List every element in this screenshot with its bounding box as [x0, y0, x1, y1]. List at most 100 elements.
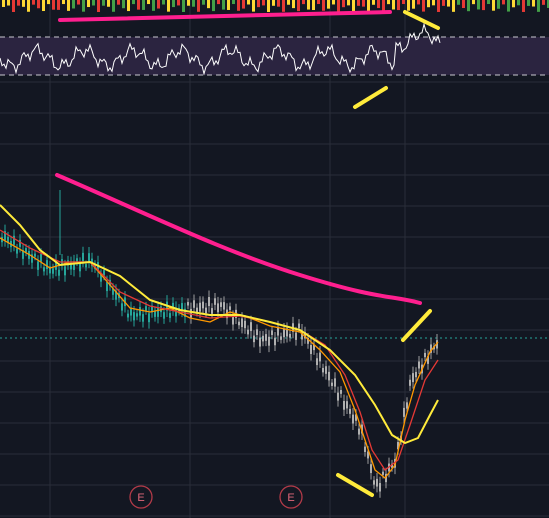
- strip-bar: [312, 0, 315, 11]
- strip-bar: [247, 0, 250, 5]
- marker-label: E: [287, 492, 294, 504]
- candle-body: [352, 414, 354, 424]
- strip-bar: [192, 0, 195, 7]
- candle-body: [328, 371, 330, 381]
- candle-body: [415, 371, 417, 378]
- candle-body: [412, 373, 414, 383]
- strip-bar: [222, 0, 225, 10]
- strip-bar: [367, 0, 370, 12]
- strip-bar: [457, 0, 460, 5]
- strip-bar: [347, 0, 350, 6]
- candle-body: [73, 261, 75, 270]
- strip-bar: [197, 0, 200, 12]
- candle-body: [115, 290, 117, 300]
- strip-bar: [387, 0, 390, 5]
- strip-bar: [147, 0, 150, 5]
- candle-body: [55, 260, 57, 270]
- candle-body: [133, 312, 135, 321]
- candle-body: [307, 337, 309, 344]
- strip-bar: [57, 0, 60, 10]
- strip-bar: [422, 0, 425, 12]
- strip-bar: [402, 0, 405, 5]
- strip-bar: [322, 0, 325, 11]
- candle-body: [196, 307, 198, 313]
- candle-body: [253, 335, 255, 343]
- strip-bar: [277, 0, 280, 7]
- strip-bar: [262, 0, 265, 6]
- strip-bar: [152, 0, 155, 11]
- candle-body: [283, 329, 285, 338]
- candle-body: [256, 329, 258, 335]
- strip-bar: [307, 0, 310, 10]
- strip-bar: [522, 0, 525, 12]
- candle-body: [373, 480, 375, 485]
- candle-body: [286, 328, 288, 337]
- oscillator-line: [0, 22, 441, 76]
- candle-body: [175, 307, 177, 317]
- candle-body: [427, 356, 429, 364]
- candle-body: [58, 269, 60, 276]
- strip-bar: [92, 0, 95, 6]
- strip-bar: [32, 0, 35, 5]
- strip-bar: [7, 0, 10, 6]
- earnings-marker[interactable]: E: [279, 485, 303, 509]
- strip-bar: [362, 0, 365, 7]
- strip-bar: [502, 0, 505, 5]
- strip-bar: [52, 0, 55, 10]
- earnings-marker[interactable]: E: [129, 485, 153, 509]
- candle-body: [16, 248, 18, 254]
- strip-bar: [17, 0, 20, 6]
- candle-body: [232, 316, 234, 325]
- strip-bar: [97, 0, 100, 12]
- strip-bar: [507, 0, 510, 12]
- candle-body: [337, 392, 339, 401]
- strip-bar: [497, 0, 500, 9]
- strip-bar: [182, 0, 185, 12]
- strip-bar: [142, 0, 145, 10]
- candle-body: [70, 262, 72, 270]
- candle-body: [229, 306, 231, 310]
- candle-body: [289, 333, 291, 338]
- strip-bar: [102, 0, 105, 6]
- candle-body: [148, 313, 150, 323]
- strip-bar: [292, 0, 295, 9]
- candle-body: [247, 329, 249, 335]
- candle-body: [268, 336, 270, 346]
- strip-bar: [317, 0, 320, 5]
- candle-body: [34, 253, 36, 257]
- strip-bar: [187, 0, 190, 6]
- strip-bar: [157, 0, 160, 9]
- marker-label: E: [137, 492, 144, 504]
- strip-bar: [42, 0, 45, 12]
- strip-bar: [127, 0, 130, 12]
- candle-body: [85, 264, 87, 268]
- strip-bar: [137, 0, 140, 10]
- candle-body: [295, 332, 297, 340]
- candle-body: [244, 320, 246, 329]
- candle-body: [190, 308, 192, 318]
- strip-bar: [252, 0, 255, 12]
- candle-body: [25, 248, 27, 253]
- strip-bar: [467, 0, 470, 12]
- candle-body: [349, 408, 351, 414]
- strip-bar: [452, 0, 455, 12]
- candle-body: [376, 478, 378, 487]
- candle-body: [310, 344, 312, 354]
- strip-bar: [227, 0, 230, 10]
- strip-bar: [302, 0, 305, 5]
- annotation-yellow: [403, 10, 440, 30]
- candle-body: [358, 428, 360, 435]
- candle-body: [343, 400, 345, 410]
- candle-body: [37, 261, 39, 270]
- candle-body: [4, 231, 6, 241]
- candle-body: [205, 307, 207, 314]
- strip-bar: [442, 0, 445, 6]
- candle-body: [154, 311, 156, 317]
- candle-body: [103, 270, 105, 276]
- candle-body: [355, 414, 357, 421]
- candle-body: [262, 335, 264, 342]
- candle-body: [43, 267, 45, 272]
- candle-body: [106, 282, 108, 292]
- candle-body: [208, 297, 210, 307]
- strip-bar: [382, 0, 385, 12]
